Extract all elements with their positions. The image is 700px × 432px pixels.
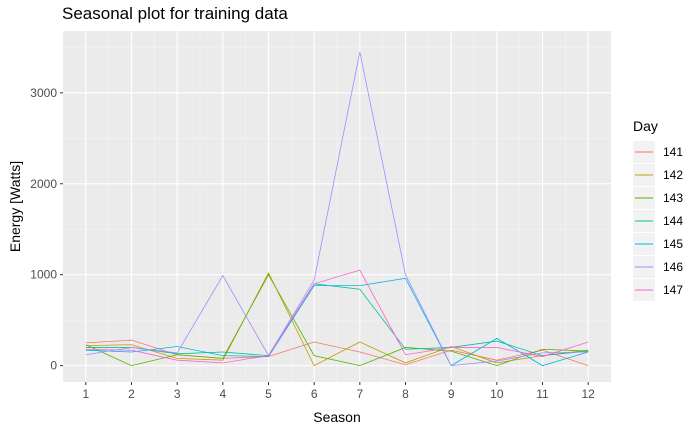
legend-label-141: 141 <box>663 145 683 159</box>
legend-label-144: 144 <box>663 214 683 228</box>
legend: Day 141 142 143 144 145 146 147 <box>633 118 683 301</box>
y-tick-label: 2000 <box>30 177 57 191</box>
x-tick-label: 12 <box>581 387 595 401</box>
legend-label-146: 146 <box>663 260 683 274</box>
x-tick-label: 11 <box>536 387 549 401</box>
legend-label-145: 145 <box>663 237 683 251</box>
x-tick-label: 4 <box>219 387 226 401</box>
chart-title: Seasonal plot for training data <box>62 4 288 23</box>
y-axis-title: Energy [Watts] <box>7 161 23 252</box>
series-line-144 <box>85 283 589 357</box>
legend-label-143: 143 <box>663 191 683 205</box>
minor-grid <box>63 31 611 382</box>
x-tick-label: 5 <box>265 387 272 401</box>
major-grid <box>63 31 611 382</box>
series-line-143 <box>85 273 589 367</box>
series-lines <box>85 51 589 367</box>
legend-label-147: 147 <box>663 283 683 297</box>
x-tick-label: 10 <box>490 387 504 401</box>
series-line-146 <box>85 51 589 367</box>
x-tick-label: 8 <box>402 387 409 401</box>
x-tick-label: 2 <box>128 387 135 401</box>
legend-title: Day <box>633 118 658 134</box>
series-line-142 <box>85 271 589 367</box>
x-axis-title: Season <box>313 409 360 425</box>
y-tick-label: 3000 <box>30 86 57 100</box>
x-tick-label: 9 <box>448 387 455 401</box>
series-line-147 <box>85 269 589 364</box>
x-tick-label: 6 <box>311 387 318 401</box>
legend-label-142: 142 <box>663 168 683 182</box>
series-line-145 <box>85 277 589 367</box>
y-tick-label: 0 <box>50 359 57 373</box>
x-tick-label: 7 <box>356 387 363 401</box>
x-tick-label: 3 <box>174 387 181 401</box>
x-tick-label: 1 <box>82 387 89 401</box>
y-tick-label: 1000 <box>30 268 57 282</box>
